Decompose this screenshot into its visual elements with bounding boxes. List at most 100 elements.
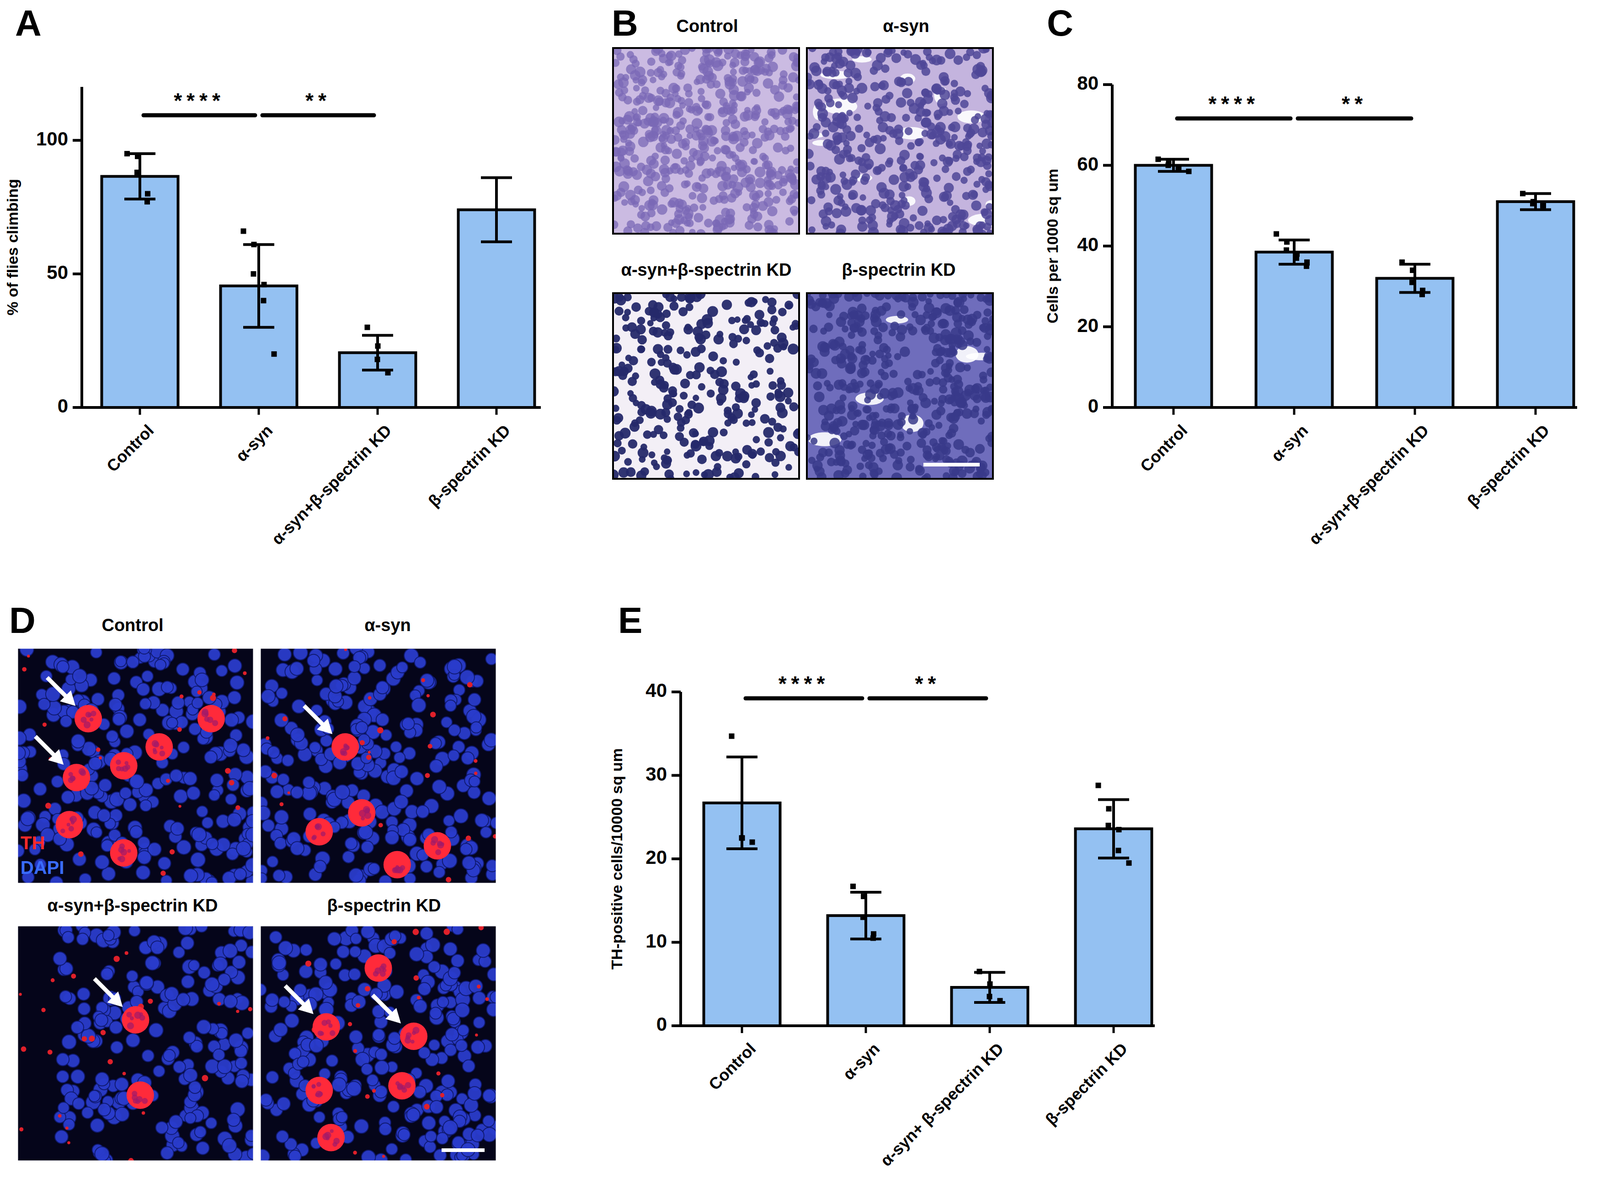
plot-area — [1135, 156, 1574, 408]
nucleus — [753, 104, 761, 112]
nucleus — [940, 368, 949, 377]
nucleus — [633, 84, 640, 92]
nucleus — [849, 323, 859, 333]
nucleus — [693, 126, 700, 133]
nucleus — [915, 465, 925, 476]
nucleus — [706, 136, 718, 147]
nucleus — [769, 85, 780, 95]
data-point — [134, 153, 141, 160]
x-axis — [679, 1024, 1155, 1027]
nucleus — [790, 209, 798, 217]
nucleus — [964, 388, 972, 397]
nucleus — [916, 438, 927, 448]
nucleus — [694, 332, 704, 342]
nucleus — [751, 398, 761, 408]
dapi-nucleus — [123, 797, 137, 811]
nucleus — [845, 345, 855, 355]
nucleus — [946, 199, 954, 206]
nucleus — [945, 358, 955, 368]
nucleus — [838, 149, 848, 159]
data-point — [1095, 782, 1102, 788]
y-tick-label: 20 — [1077, 314, 1099, 336]
nucleus — [792, 102, 800, 113]
nucleus — [660, 155, 671, 166]
nucleus — [665, 52, 673, 60]
nucleus — [767, 206, 778, 217]
nucleus — [856, 345, 866, 355]
nucleus — [761, 64, 771, 74]
nucleus — [931, 397, 939, 405]
nucleus — [949, 121, 960, 133]
nucleus — [729, 90, 741, 102]
nucleus — [623, 95, 633, 105]
nucleus — [856, 462, 864, 470]
nucleus — [662, 455, 672, 465]
nucleus — [896, 155, 906, 165]
data-point — [134, 169, 140, 176]
nucleus — [792, 93, 800, 101]
nucleus — [645, 405, 657, 417]
nucleus — [915, 106, 926, 118]
x-tick-label: α-syn+β-spectrin KD — [267, 420, 396, 549]
nucleus — [981, 316, 990, 325]
nucleus — [833, 195, 843, 206]
nucleus — [681, 138, 690, 147]
nucleus — [683, 351, 691, 359]
y-tick — [72, 405, 82, 409]
nucleus — [935, 356, 944, 365]
nucleus — [663, 222, 673, 232]
nucleus — [772, 448, 780, 456]
nucleus — [874, 143, 886, 155]
data-point — [1419, 291, 1425, 298]
nucleus — [699, 151, 710, 161]
nucleus — [671, 148, 682, 159]
nucleus — [876, 305, 887, 316]
nucleus — [846, 311, 854, 320]
data-point — [1530, 200, 1536, 207]
y-axis — [80, 86, 84, 408]
x-tick — [741, 1025, 744, 1033]
nucleus — [631, 59, 640, 68]
image-title: α-syn — [882, 16, 930, 36]
nucleus — [810, 65, 822, 76]
y-tick — [671, 1024, 681, 1027]
y-tick-label: 0 — [656, 1013, 667, 1035]
tissue-background — [613, 293, 800, 479]
data-point — [1409, 267, 1416, 273]
nucleus — [633, 223, 643, 233]
x-tick — [1293, 407, 1296, 415]
nucleus — [751, 158, 758, 166]
nucleus — [982, 186, 990, 193]
plot-area — [101, 150, 535, 408]
data-point — [375, 343, 381, 349]
nucleus — [756, 447, 765, 456]
nucleus — [806, 148, 814, 159]
nucleus — [821, 298, 832, 309]
data-point — [1540, 202, 1546, 209]
significance-label: **** — [173, 88, 225, 113]
nucleus — [651, 152, 659, 160]
error-bar — [1399, 264, 1431, 293]
nucleus — [884, 48, 893, 55]
nucleus — [953, 55, 964, 65]
nucleus — [614, 88, 624, 97]
nucleus — [945, 347, 956, 358]
nucleus — [983, 222, 992, 231]
nucleus — [716, 330, 724, 338]
nucleus — [785, 302, 793, 310]
nucleus — [740, 127, 749, 136]
nucleus — [762, 160, 771, 170]
nucleus — [777, 108, 785, 116]
nucleus — [860, 176, 870, 185]
nucleus — [660, 167, 670, 178]
significance-line — [262, 113, 374, 118]
nucleus — [707, 305, 719, 317]
nucleus — [985, 391, 993, 403]
nucleus — [723, 406, 732, 415]
nucleus — [752, 380, 760, 388]
nucleus — [638, 455, 646, 463]
data-point — [870, 934, 876, 941]
nucleus — [928, 225, 935, 233]
nucleus — [876, 181, 887, 193]
nucleus — [813, 381, 823, 391]
